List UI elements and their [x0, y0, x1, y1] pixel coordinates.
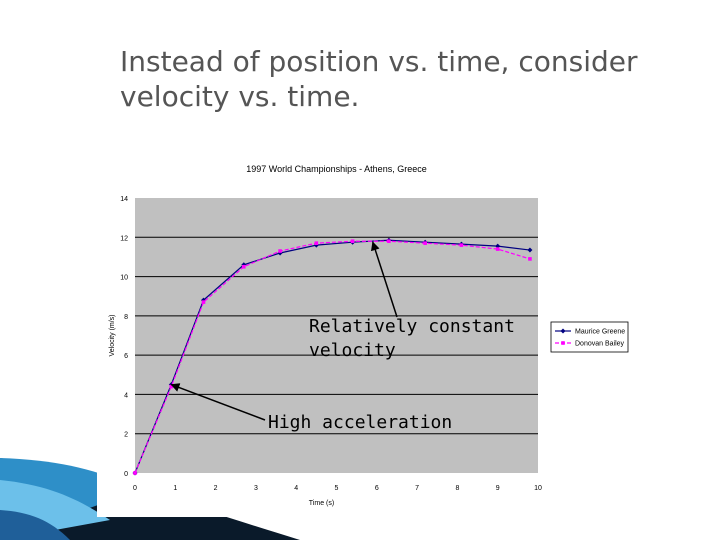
x-tick-label: 1 [173, 485, 177, 492]
data-point-series-2 [460, 243, 464, 247]
slide-title-line-1: Instead of position vs. time, consider [120, 44, 680, 79]
x-tick-label: 2 [214, 485, 218, 492]
annotation-text-1: Relatively constant [309, 316, 515, 337]
x-tick-label: 7 [415, 485, 419, 492]
y-tick-label: 10 [120, 275, 128, 282]
data-point-series-2 [202, 300, 206, 304]
y-tick-label: 8 [124, 314, 128, 321]
annotation-text-2: High acceleration [268, 412, 452, 433]
y-tick-label: 2 [124, 432, 128, 439]
data-point-series-2 [278, 249, 282, 253]
x-tick-label: 6 [375, 485, 379, 492]
data-point-series-2 [496, 247, 500, 251]
x-tick-label: 10 [534, 485, 542, 492]
y-tick-label: 12 [120, 235, 128, 242]
chart-container: 1997 World Championships - Athens, Greec… [97, 155, 642, 517]
legend-label-1: Maurice Greene [575, 329, 625, 336]
x-tick-label: 3 [254, 485, 258, 492]
y-tick-label: 14 [120, 196, 128, 203]
y-tick-label: 6 [124, 353, 128, 360]
legend-label-2: Donovan Bailey [575, 341, 625, 348]
y-tick-label: 4 [124, 392, 128, 399]
data-point-series-2 [315, 241, 319, 245]
data-point-series-2 [528, 257, 532, 261]
y-tick-label: 0 [124, 471, 128, 478]
x-tick-label: 8 [455, 485, 459, 492]
legend-box [551, 322, 628, 352]
x-tick-label: 4 [294, 485, 298, 492]
y-axis-label: Velocity (m/s) [109, 314, 116, 356]
data-point-series-2 [133, 471, 137, 475]
data-point-series-2 [242, 265, 246, 269]
x-tick-label: 0 [133, 485, 137, 492]
chart-title: 1997 World Championships - Athens, Greec… [246, 164, 426, 174]
x-tick-label: 9 [496, 485, 500, 492]
data-point-series-2 [351, 239, 355, 243]
data-point-series-2 [387, 239, 391, 243]
x-axis-label: Time (s) [309, 500, 334, 507]
legend-marker-2 [561, 341, 565, 345]
annotation-text-1: velocity [309, 340, 396, 361]
x-tick-label: 5 [335, 485, 339, 492]
slide-title: Instead of position vs. time, consider v… [120, 44, 680, 114]
velocity-time-chart: 1997 World Championships - Athens, Greec… [97, 155, 642, 517]
data-point-series-2 [423, 241, 427, 245]
slide-title-line-2: velocity vs. time. [120, 79, 680, 114]
